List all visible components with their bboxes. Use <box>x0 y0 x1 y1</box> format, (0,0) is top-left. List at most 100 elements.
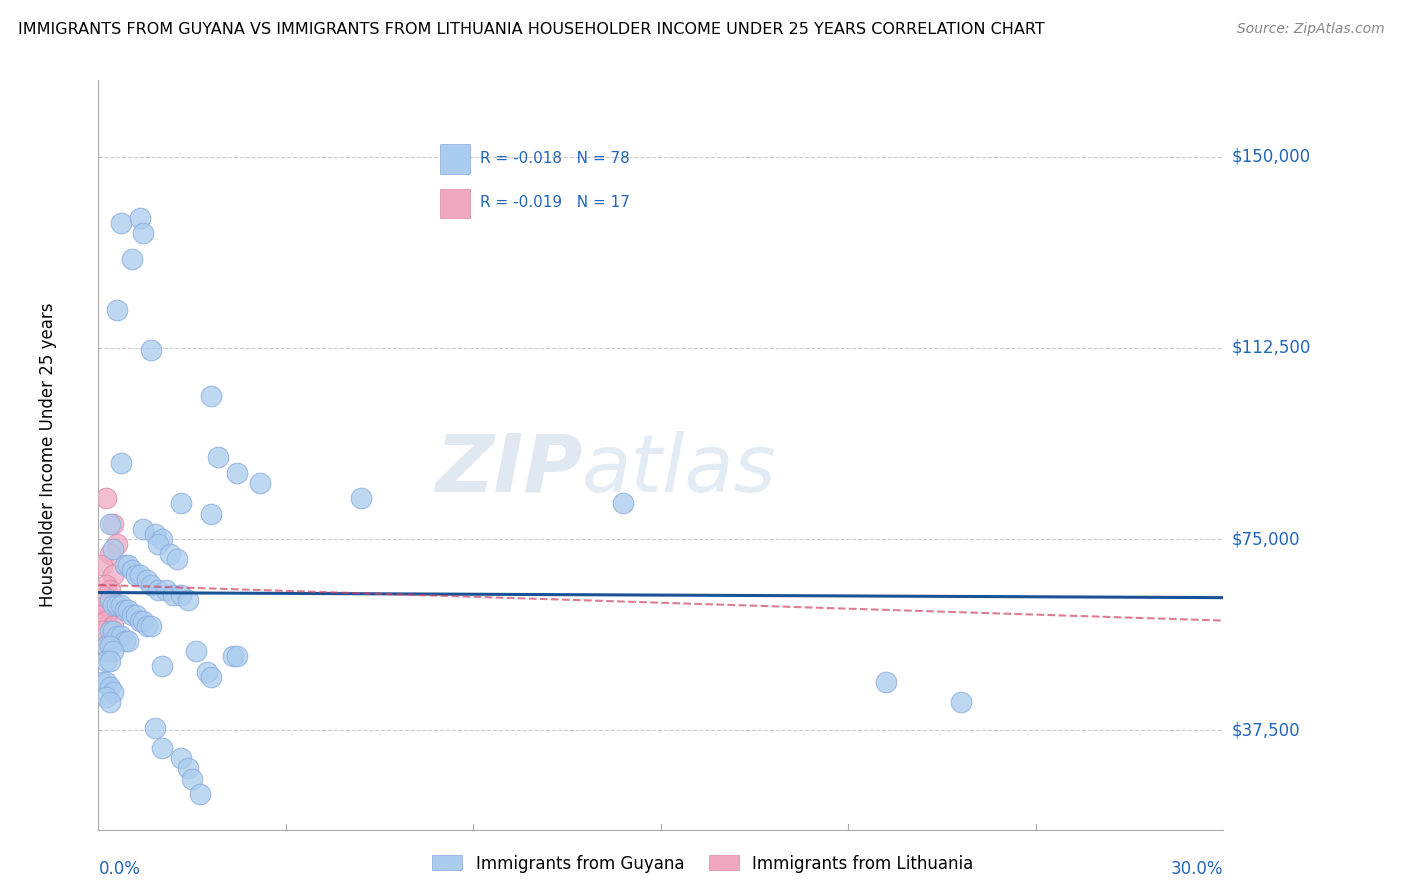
Point <box>91 674 114 689</box>
Text: atlas: atlas <box>582 431 778 509</box>
Text: $37,500: $37,500 <box>1232 721 1301 739</box>
Point <box>110 456 132 470</box>
Point <box>132 614 155 628</box>
Point <box>103 516 125 531</box>
Point <box>170 751 193 765</box>
Point <box>136 618 159 632</box>
Point <box>105 537 128 551</box>
Point <box>125 567 148 582</box>
Point <box>103 644 125 658</box>
Point <box>200 389 222 403</box>
Point <box>350 491 373 506</box>
Point <box>150 532 173 546</box>
Point <box>103 599 125 613</box>
Point <box>91 588 114 602</box>
Point <box>94 690 117 704</box>
Point <box>98 654 121 668</box>
Point <box>139 343 162 358</box>
Point <box>105 629 128 643</box>
Point <box>200 507 222 521</box>
Point <box>128 614 150 628</box>
Point <box>103 685 125 699</box>
Point <box>143 527 166 541</box>
Point <box>114 558 136 572</box>
Point <box>98 624 121 638</box>
Point <box>117 634 139 648</box>
Point <box>200 670 222 684</box>
Point <box>98 582 121 597</box>
Text: $75,000: $75,000 <box>1232 530 1301 548</box>
Point <box>117 603 139 617</box>
Point <box>91 558 114 572</box>
Point <box>114 603 136 617</box>
Point <box>98 680 121 694</box>
Text: $150,000: $150,000 <box>1232 148 1310 166</box>
Point <box>103 542 125 557</box>
Point <box>184 644 207 658</box>
Point <box>177 593 200 607</box>
Point <box>132 522 155 536</box>
Point <box>94 614 117 628</box>
Point <box>114 634 136 648</box>
Text: IMMIGRANTS FROM GUYANA VS IMMIGRANTS FROM LITHUANIA HOUSEHOLDER INCOME UNDER 25 : IMMIGRANTS FROM GUYANA VS IMMIGRANTS FRO… <box>18 22 1045 37</box>
Point <box>98 634 121 648</box>
Point <box>222 649 245 664</box>
Text: 30.0%: 30.0% <box>1171 860 1223 878</box>
Point <box>875 674 897 689</box>
Point <box>125 608 148 623</box>
Point <box>143 721 166 735</box>
Point <box>136 573 159 587</box>
Point <box>121 252 143 266</box>
Point <box>166 552 188 566</box>
Point <box>110 216 132 230</box>
Point <box>98 593 121 607</box>
Point <box>226 466 249 480</box>
Point <box>98 516 121 531</box>
Point <box>91 608 114 623</box>
Point <box>162 588 184 602</box>
Point <box>121 608 143 623</box>
Point <box>139 618 162 632</box>
Point <box>170 496 193 510</box>
Point <box>188 787 211 801</box>
Point <box>103 624 125 638</box>
Point <box>612 496 634 510</box>
Point <box>105 599 128 613</box>
Point <box>155 582 177 597</box>
Point <box>181 772 204 786</box>
Point <box>148 537 170 551</box>
Point <box>98 603 121 617</box>
Point <box>110 599 132 613</box>
Point <box>177 761 200 775</box>
Point <box>94 639 117 653</box>
Point <box>94 578 117 592</box>
Point <box>170 588 193 602</box>
Point <box>94 654 117 668</box>
Point <box>121 563 143 577</box>
Point <box>98 695 121 709</box>
Point <box>132 226 155 240</box>
Point <box>103 567 125 582</box>
Point <box>226 649 249 664</box>
Text: Source: ZipAtlas.com: Source: ZipAtlas.com <box>1237 22 1385 37</box>
Point <box>139 578 162 592</box>
Text: $112,500: $112,500 <box>1232 339 1310 357</box>
Point <box>128 211 150 225</box>
Point <box>117 558 139 572</box>
Point <box>195 665 218 679</box>
Point <box>94 644 117 658</box>
Point <box>98 547 121 561</box>
Point <box>94 599 117 613</box>
Point <box>159 547 181 561</box>
Point <box>249 475 271 490</box>
Text: Householder Income Under 25 years: Householder Income Under 25 years <box>39 302 56 607</box>
Point <box>128 567 150 582</box>
Point <box>150 741 173 756</box>
Point <box>98 639 121 653</box>
Point <box>91 624 114 638</box>
Point <box>150 659 173 673</box>
Point <box>148 582 170 597</box>
Point <box>103 618 125 632</box>
Point <box>105 302 128 317</box>
Point <box>949 695 972 709</box>
